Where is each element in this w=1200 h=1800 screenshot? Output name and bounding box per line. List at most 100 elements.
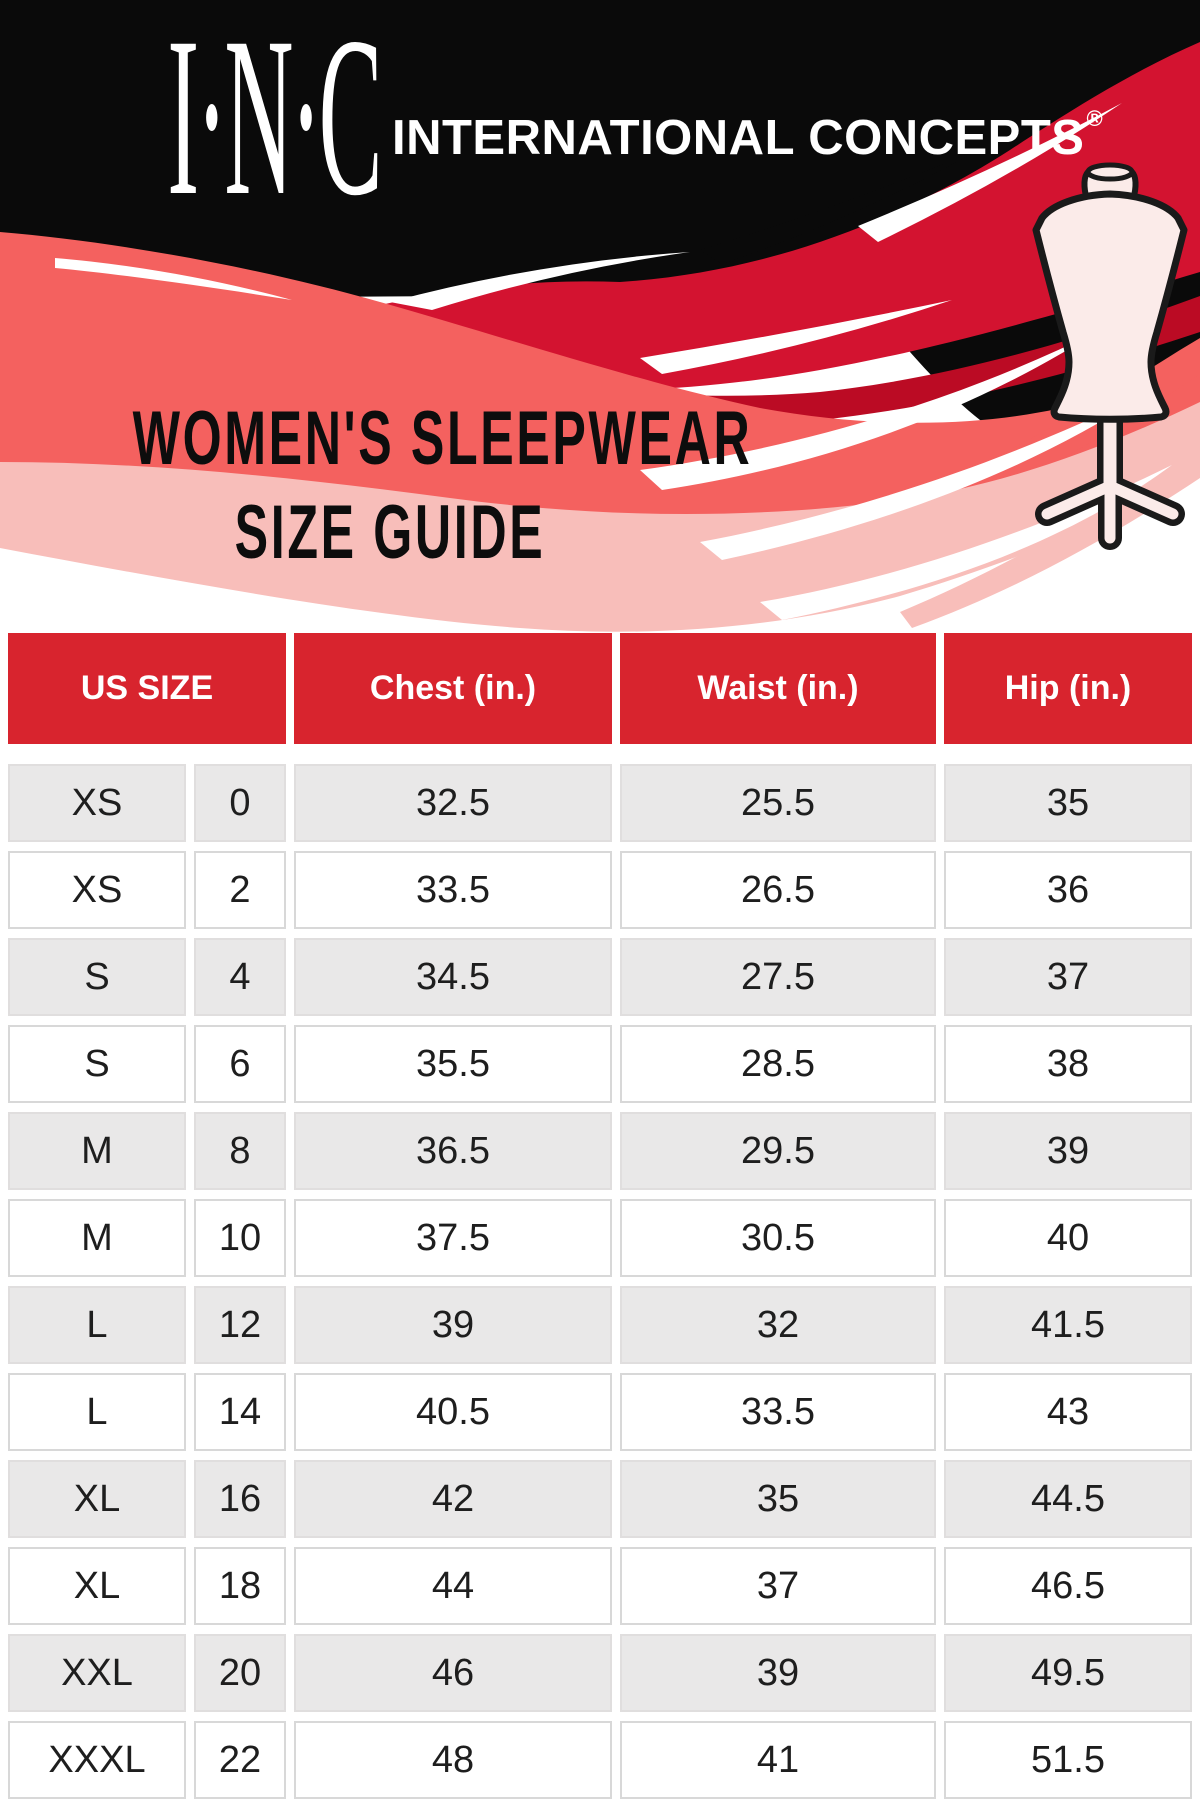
white-streak bbox=[700, 390, 1152, 560]
cell-chest: 32.5 bbox=[294, 764, 612, 842]
cell-hip: 37 bbox=[944, 938, 1192, 1016]
cell-size-number: 16 bbox=[194, 1460, 286, 1538]
size-row: S 4 34.5 27.5 37 bbox=[8, 938, 1192, 1016]
cell-waist: 25.5 bbox=[620, 764, 936, 842]
dress-form-icon bbox=[1032, 162, 1188, 550]
cell-chest: 44 bbox=[294, 1547, 612, 1625]
cell-size-number: 12 bbox=[194, 1286, 286, 1364]
cell-chest: 39 bbox=[294, 1286, 612, 1364]
coral-brush-stroke bbox=[0, 232, 1200, 529]
cell-hip: 36 bbox=[944, 851, 1192, 929]
cell-size-label: XS bbox=[8, 851, 186, 929]
white-streak bbox=[390, 252, 690, 310]
size-table: US SIZE Chest (in.) Waist (in.) Hip (in.… bbox=[8, 633, 1192, 1799]
cell-chest: 33.5 bbox=[294, 851, 612, 929]
cell-hip: 44.5 bbox=[944, 1460, 1192, 1538]
cell-size-label: M bbox=[8, 1199, 186, 1277]
cell-waist: 26.5 bbox=[620, 851, 936, 929]
cell-size-label: M bbox=[8, 1112, 186, 1190]
cell-size-number: 10 bbox=[194, 1199, 286, 1277]
inc-logo: I·N·C bbox=[167, 0, 382, 243]
cell-hip: 40 bbox=[944, 1199, 1192, 1277]
size-row: XL 18 44 37 46.5 bbox=[8, 1547, 1192, 1625]
cell-size-label: XXXL bbox=[8, 1721, 186, 1799]
brand-name-text: INTERNATIONAL CONCEPTS bbox=[392, 111, 1085, 165]
cell-size-number: 4 bbox=[194, 938, 286, 1016]
cell-size-number: 20 bbox=[194, 1634, 286, 1712]
cell-waist: 28.5 bbox=[620, 1025, 936, 1103]
pink-brush-streak bbox=[900, 446, 1200, 628]
cell-size-number: 8 bbox=[194, 1112, 286, 1190]
cell-size-label: XL bbox=[8, 1460, 186, 1538]
size-row: XS 2 33.5 26.5 36 bbox=[8, 851, 1192, 929]
cell-size-label: L bbox=[8, 1286, 186, 1364]
page-title-line2: SIZE GUIDE bbox=[234, 490, 546, 575]
cell-chest: 46 bbox=[294, 1634, 612, 1712]
cell-size-label: S bbox=[8, 938, 186, 1016]
table-body: XS 0 32.5 25.5 35 XS 2 33.5 26.5 36 S 4 … bbox=[8, 764, 1192, 1799]
cell-size-label: XS bbox=[8, 764, 186, 842]
cell-hip: 46.5 bbox=[944, 1547, 1192, 1625]
size-row: M 8 36.5 29.5 39 bbox=[8, 1112, 1192, 1190]
cell-hip: 39 bbox=[944, 1112, 1192, 1190]
cell-size-label: XXL bbox=[8, 1634, 186, 1712]
cell-size-number: 14 bbox=[194, 1373, 286, 1451]
size-row: XS 0 32.5 25.5 35 bbox=[8, 764, 1192, 842]
brand-name: INTERNATIONAL CONCEPTS® bbox=[392, 106, 1103, 166]
cell-chest: 42 bbox=[294, 1460, 612, 1538]
size-row: XL 16 42 35 44.5 bbox=[8, 1460, 1192, 1538]
cell-waist: 32 bbox=[620, 1286, 936, 1364]
size-row: L 14 40.5 33.5 43 bbox=[8, 1373, 1192, 1451]
cell-hip: 38 bbox=[944, 1025, 1192, 1103]
cell-waist: 35 bbox=[620, 1460, 936, 1538]
cell-waist: 39 bbox=[620, 1634, 936, 1712]
header-chest: Chest (in.) bbox=[294, 633, 612, 744]
cell-waist: 29.5 bbox=[620, 1112, 936, 1190]
white-streak bbox=[858, 103, 1122, 242]
cell-chest: 36.5 bbox=[294, 1112, 612, 1190]
cell-chest: 35.5 bbox=[294, 1025, 612, 1103]
cell-hip: 35 bbox=[944, 764, 1192, 842]
cell-waist: 33.5 bbox=[620, 1373, 936, 1451]
table-header-row: US SIZE Chest (in.) Waist (in.) Hip (in.… bbox=[8, 633, 1192, 744]
black-streak bbox=[700, 148, 982, 264]
cell-size-number: 6 bbox=[194, 1025, 286, 1103]
cell-chest: 37.5 bbox=[294, 1199, 612, 1277]
size-row: L 12 39 32 41.5 bbox=[8, 1286, 1192, 1364]
cell-chest: 34.5 bbox=[294, 938, 612, 1016]
cell-size-number: 18 bbox=[194, 1547, 286, 1625]
cell-chest: 40.5 bbox=[294, 1373, 612, 1451]
header-hip: Hip (in.) bbox=[944, 633, 1192, 744]
cell-hip: 43 bbox=[944, 1373, 1192, 1451]
cell-size-number: 22 bbox=[194, 1721, 286, 1799]
size-row: XXXL 22 48 41 51.5 bbox=[8, 1721, 1192, 1799]
cell-size-number: 2 bbox=[194, 851, 286, 929]
size-row: XXL 20 46 39 49.5 bbox=[8, 1634, 1192, 1712]
black-banner bbox=[0, 0, 1200, 477]
cell-size-label: L bbox=[8, 1373, 186, 1451]
white-streak bbox=[640, 300, 952, 374]
cell-size-label: XL bbox=[8, 1547, 186, 1625]
page-title-line1: WOMEN'S SLEEPWEAR bbox=[132, 396, 753, 481]
white-streak bbox=[640, 330, 1100, 490]
hero-artwork bbox=[0, 0, 1200, 632]
cell-size-number: 0 bbox=[194, 764, 286, 842]
cell-chest: 48 bbox=[294, 1721, 612, 1799]
cell-hip: 41.5 bbox=[944, 1286, 1192, 1364]
cell-waist: 37 bbox=[620, 1547, 936, 1625]
cell-hip: 49.5 bbox=[944, 1634, 1192, 1712]
size-row: M 10 37.5 30.5 40 bbox=[8, 1199, 1192, 1277]
red-brush-stroke bbox=[317, 42, 1200, 392]
header-waist: Waist (in.) bbox=[620, 633, 936, 744]
size-row: S 6 35.5 28.5 38 bbox=[8, 1025, 1192, 1103]
cell-waist: 41 bbox=[620, 1721, 936, 1799]
header-us-size: US SIZE bbox=[8, 633, 286, 744]
hero-banner: I·N·C INTERNATIONAL CONCEPTS® WOMEN'S SL… bbox=[0, 0, 1200, 632]
cell-size-label: S bbox=[8, 1025, 186, 1103]
white-streak bbox=[760, 465, 1172, 620]
registered-trademark: ® bbox=[1086, 106, 1104, 131]
cell-waist: 27.5 bbox=[620, 938, 936, 1016]
cell-hip: 51.5 bbox=[944, 1721, 1192, 1799]
white-streak bbox=[55, 258, 292, 300]
